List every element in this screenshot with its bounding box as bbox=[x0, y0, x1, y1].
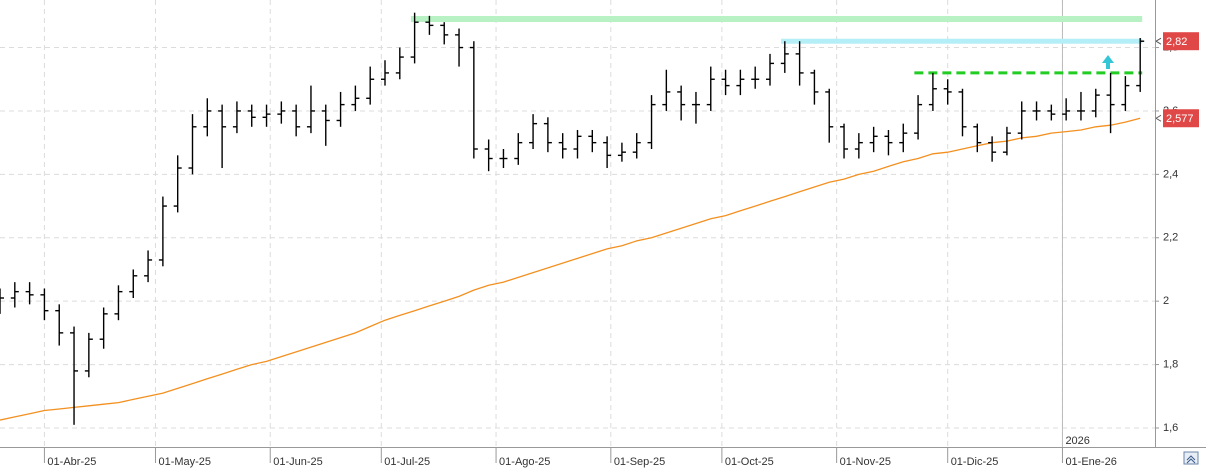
x-tick-label: 01-Nov-25 bbox=[840, 456, 891, 468]
x-tick-label: 01-Abr-25 bbox=[47, 456, 96, 468]
y-tick-label: 1,6 bbox=[1163, 422, 1178, 434]
up-arrow bbox=[1102, 55, 1114, 69]
x-tick-label: 01-Jul-25 bbox=[384, 456, 430, 468]
price-label: 2,577 bbox=[1166, 113, 1194, 125]
y-tick-label: 1,8 bbox=[1163, 358, 1178, 370]
x-tick-label: 01-Ene-26 bbox=[1065, 456, 1116, 468]
moving-average bbox=[0, 117, 1141, 421]
x-tick-label: 01-Dic-25 bbox=[951, 456, 999, 468]
x-tick-label: 01-Ago-25 bbox=[499, 456, 550, 468]
x-tick-label: 01-Sep-25 bbox=[614, 456, 665, 468]
price-pointer bbox=[1155, 114, 1162, 122]
scroll-icon bbox=[1186, 455, 1196, 464]
price-label: 2,82 bbox=[1166, 36, 1187, 48]
y-tick-label: 2 bbox=[1163, 295, 1169, 307]
year-label: 2026 bbox=[1065, 435, 1089, 447]
x-tick-label: 01-May-25 bbox=[158, 456, 211, 468]
y-tick-label: 2,2 bbox=[1163, 232, 1178, 244]
x-tick-label: 01-Jun-25 bbox=[273, 456, 323, 468]
price-label-box bbox=[1163, 32, 1199, 51]
x-tick-label: 01-Oct-25 bbox=[725, 456, 774, 468]
price-label-box bbox=[1163, 109, 1199, 128]
price-pointer bbox=[1155, 37, 1162, 45]
scroll-button[interactable] bbox=[1183, 451, 1199, 465]
y-tick-label: 2,4 bbox=[1163, 168, 1178, 180]
